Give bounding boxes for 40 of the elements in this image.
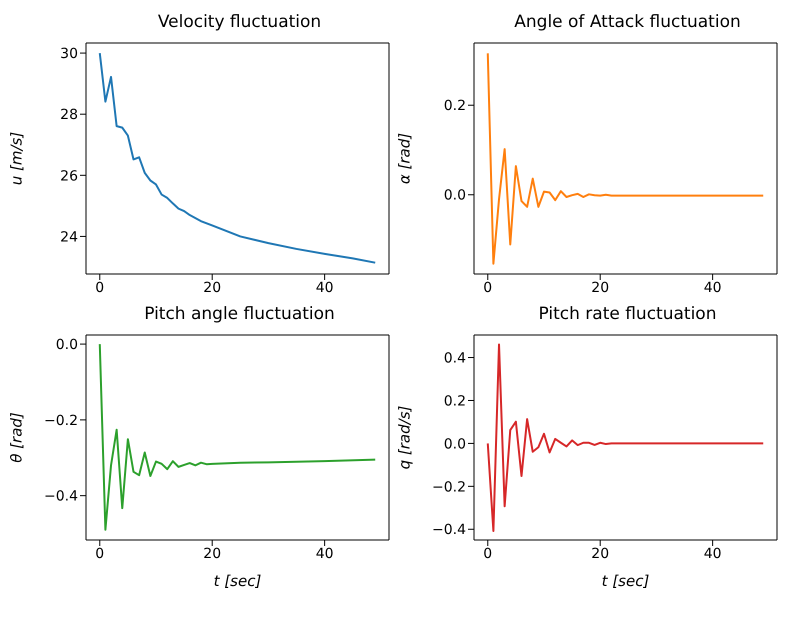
y-tick-label: 0.4 — [444, 350, 466, 367]
y-axis-title: q [rad/s] — [395, 405, 414, 470]
x-tick-label: 40 — [316, 280, 334, 296]
y-tick-label: −0.2 — [432, 479, 466, 496]
line-series — [98, 343, 376, 531]
y-axis-title: u [m/s] — [7, 132, 26, 186]
x-axis-title: t [sec] — [214, 572, 262, 590]
y-tick-label: 26 — [60, 168, 78, 184]
x-tick-label: 40 — [316, 546, 334, 562]
y-tick-label: −0.4 — [432, 522, 466, 538]
chart-title: Angle of Attack fluctuation — [513, 12, 742, 32]
x-tick-label: 0 — [95, 280, 104, 296]
x-tick-label: 0 — [483, 546, 492, 562]
x-tick-label: 40 — [704, 546, 722, 562]
y-tick-label: 0.0 — [444, 436, 466, 452]
y-tick-label: 0.2 — [444, 98, 466, 114]
x-tick-label: 20 — [203, 546, 222, 562]
line-series — [486, 52, 764, 265]
x-tick-label: 40 — [704, 280, 722, 296]
x-tick-label: 0 — [95, 546, 104, 562]
y-tick-label: 24 — [60, 229, 78, 246]
y-tick-label: −0.4 — [44, 488, 78, 505]
y-tick-label: −0.2 — [44, 412, 78, 429]
x-tick-label: 20 — [591, 280, 610, 296]
line-series — [98, 52, 376, 264]
y-tick-label: 0.0 — [56, 337, 78, 354]
y-axis-title: θ [rad] — [7, 412, 26, 463]
chart-title: Pitch rate fluctuation — [538, 304, 718, 324]
y-tick-label: 0.0 — [444, 188, 466, 204]
y-axis-title: α [rad] — [395, 132, 414, 184]
y-tick-label: 30 — [60, 46, 78, 62]
chart-title: Pitch angle fluctuation — [143, 304, 336, 324]
y-tick-label: 28 — [60, 107, 78, 124]
x-axis-title: t [sec] — [602, 572, 650, 590]
y-tick-label: 0.2 — [444, 393, 466, 410]
chart-title: Velocity fluctuation — [156, 12, 322, 32]
x-tick-label: 20 — [203, 280, 222, 296]
x-tick-label: 0 — [483, 280, 492, 296]
x-tick-label: 20 — [591, 546, 610, 562]
line-series — [486, 343, 764, 532]
